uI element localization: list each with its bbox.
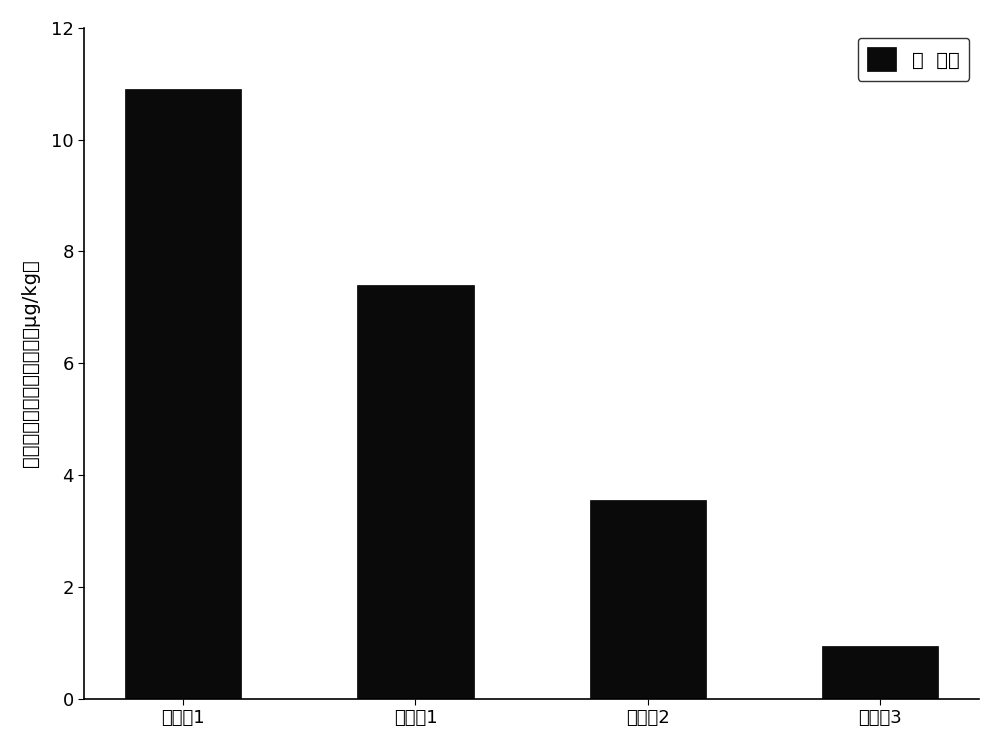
Bar <box>357 285 474 699</box>
Y-axis label: 自由溶解态的氟虫腈浓度（μg/kg）: 自由溶解态的氟虫腈浓度（μg/kg） <box>21 260 40 468</box>
Bar <box>125 89 241 699</box>
Bar <box>822 646 938 699</box>
Legend: 氟  虫腈: 氟 虫腈 <box>858 37 969 81</box>
Bar <box>590 500 706 699</box>
